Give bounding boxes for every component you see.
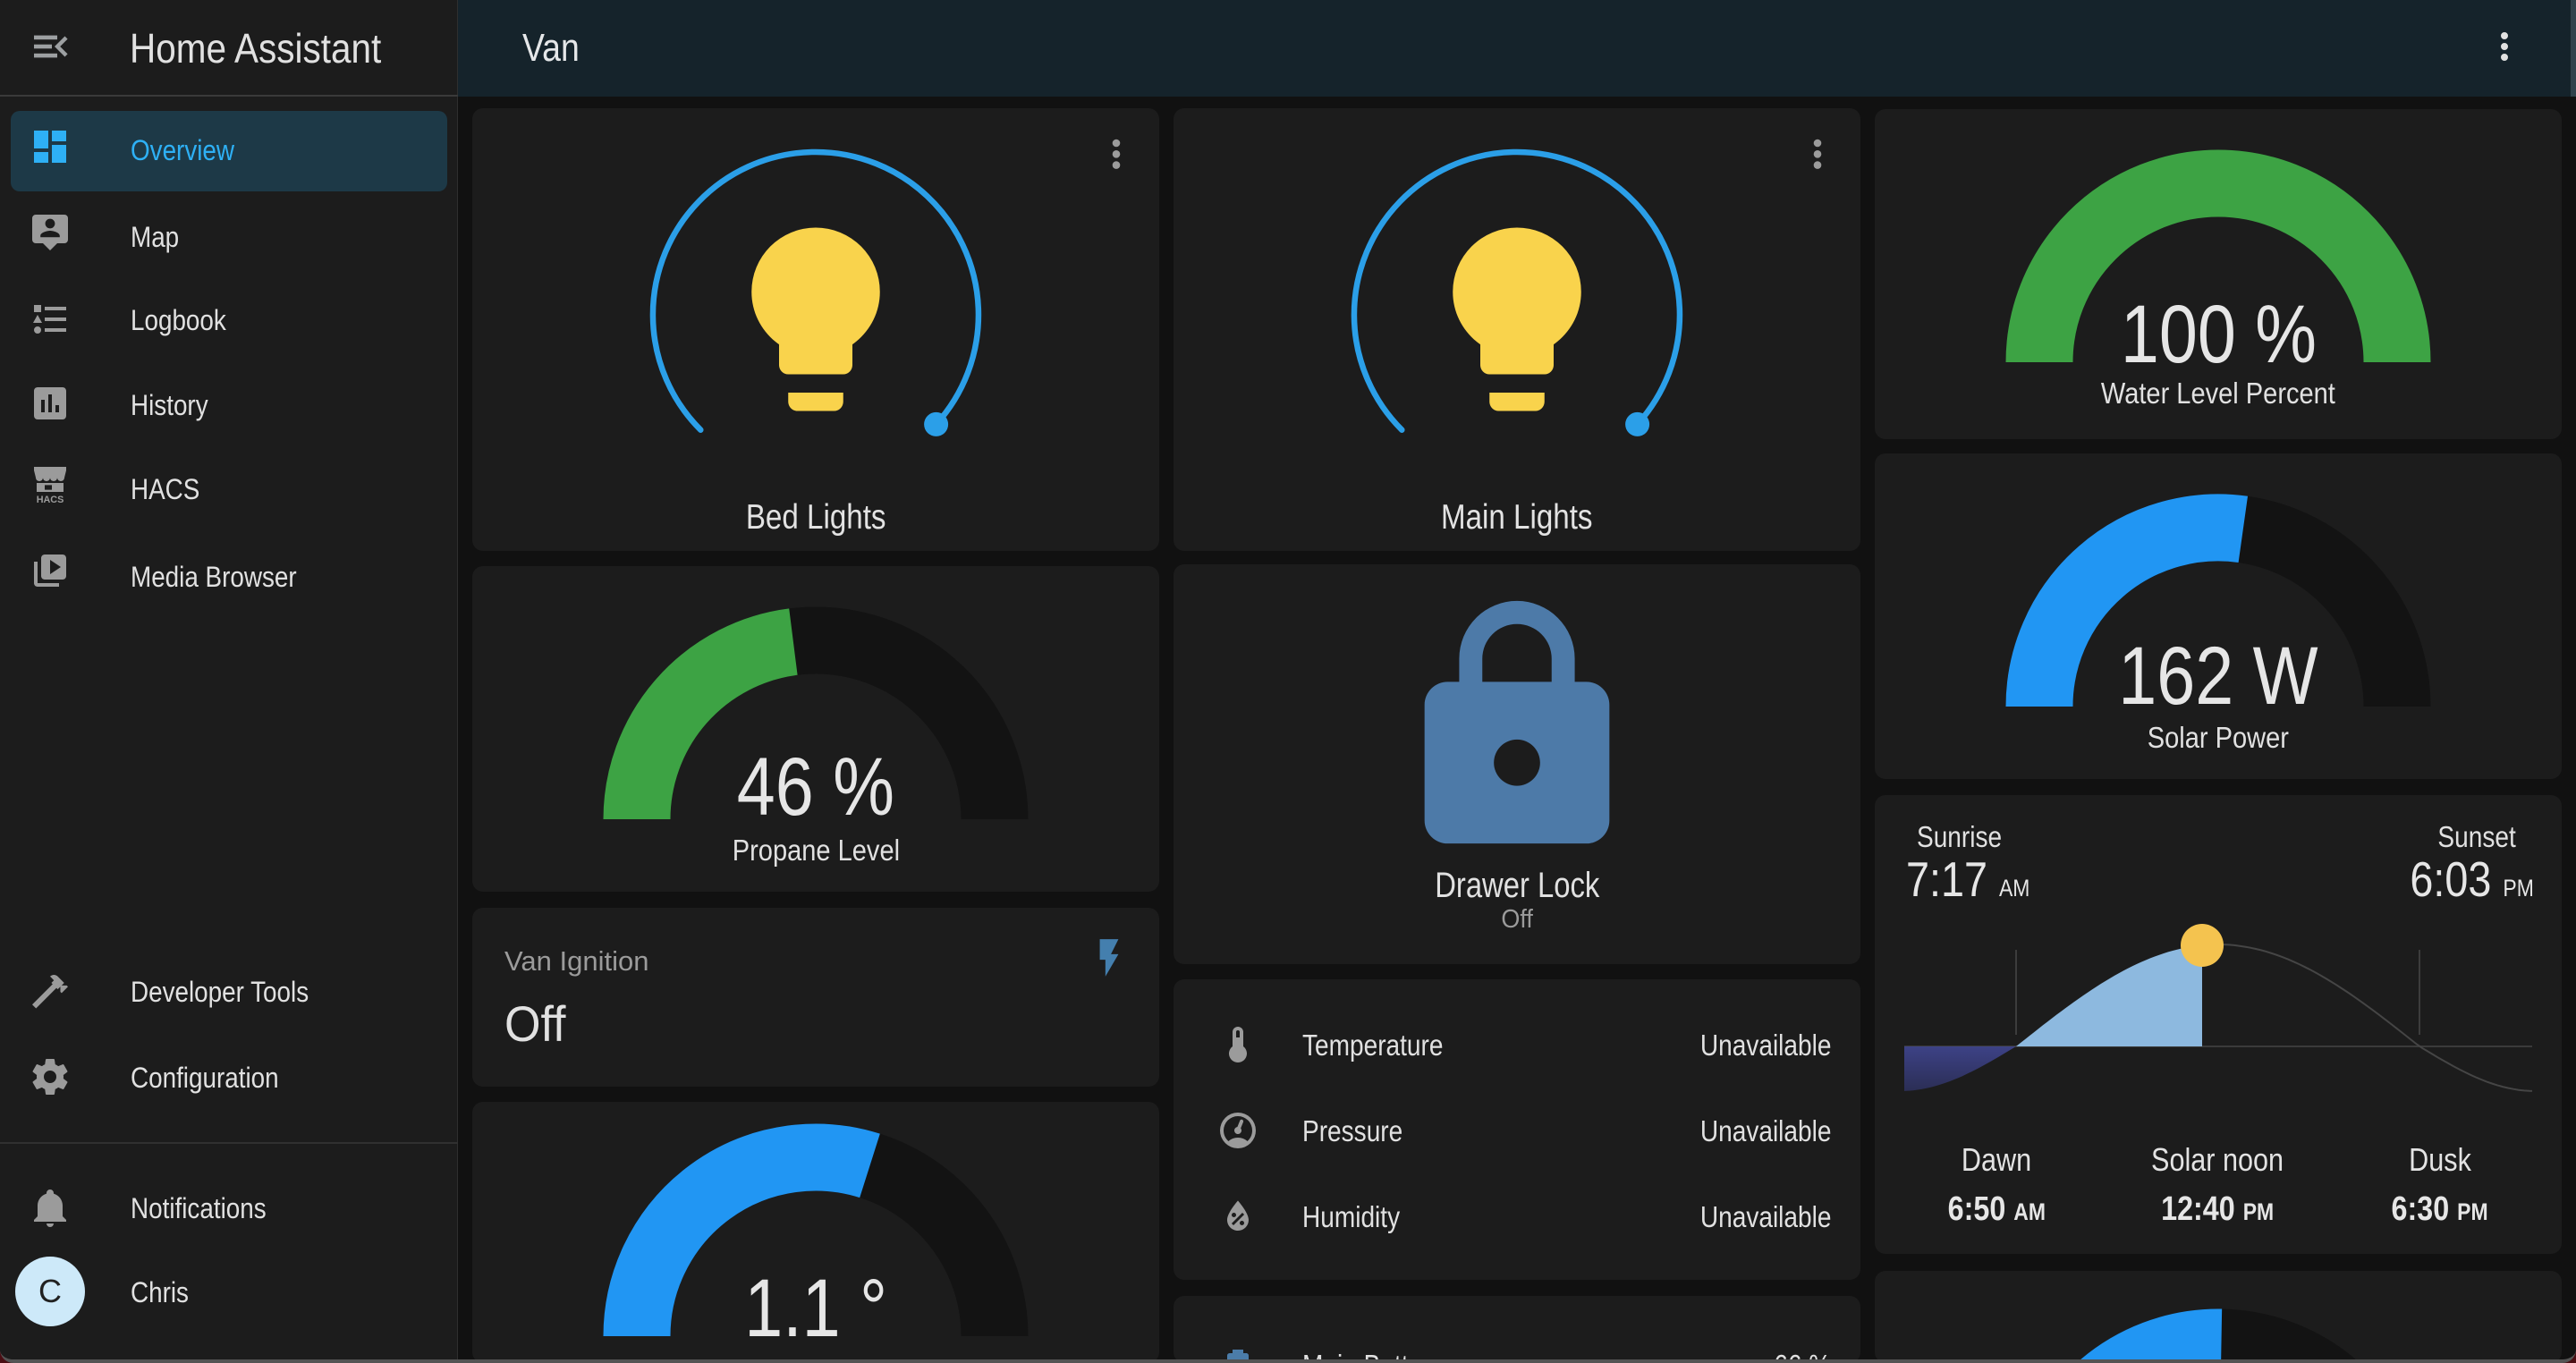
svg-text:HACS: HACS bbox=[37, 495, 64, 504]
